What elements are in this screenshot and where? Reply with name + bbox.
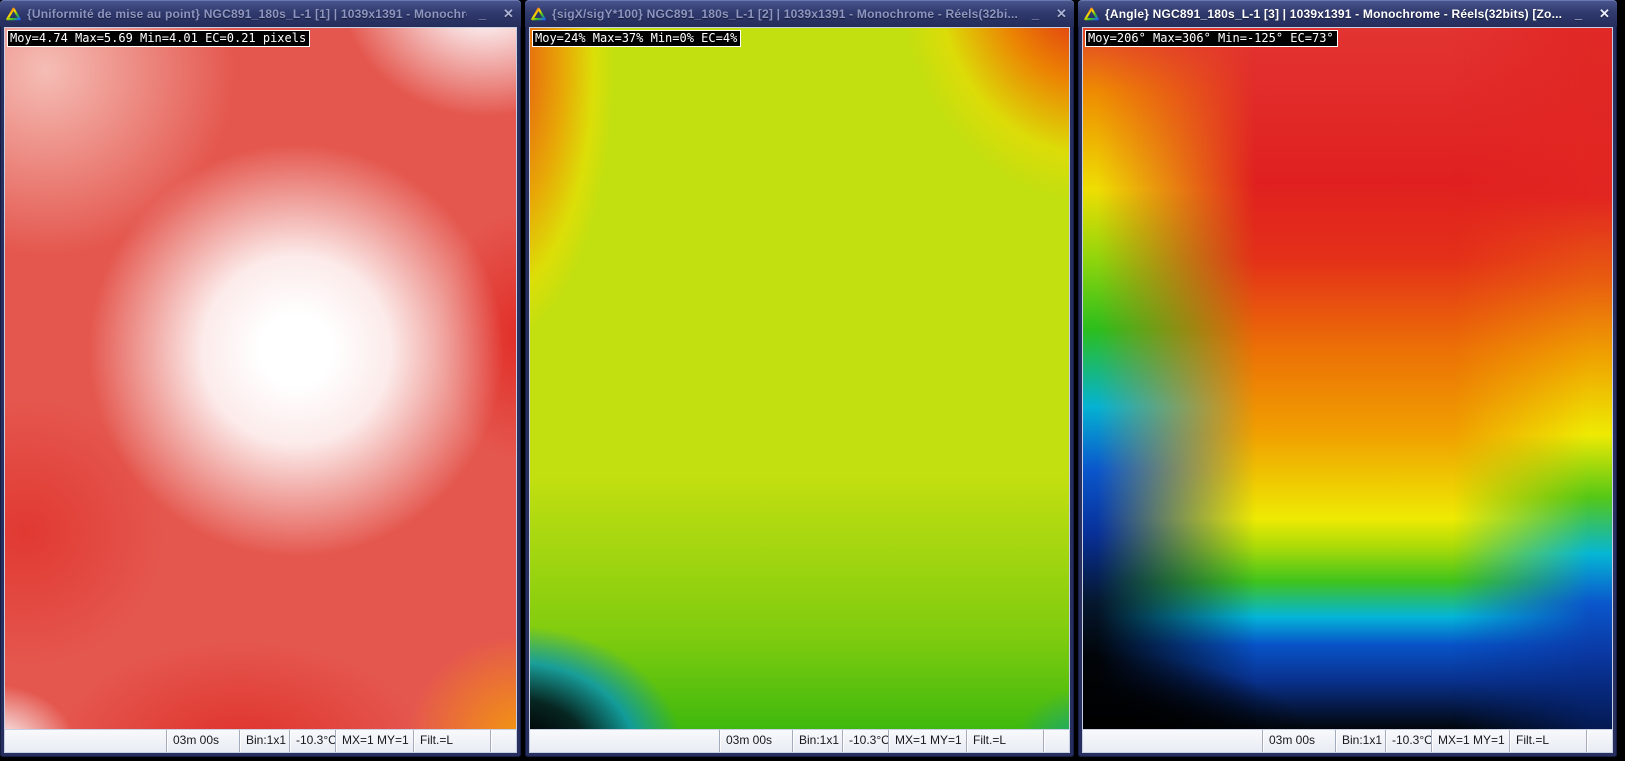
status-temperature: -10.3°C xyxy=(1385,730,1431,752)
status-exposure: 03m 00s xyxy=(166,730,239,752)
gradient-layer-left xyxy=(1083,28,1263,729)
image-window-2: {sigX/sigY*100} NGC891_180s_L-1 [2] | 10… xyxy=(525,0,1074,757)
minimize-button[interactable]: _ xyxy=(1574,5,1583,21)
stats-overlay: Moy=206° Max=306° Min=-125° EC=73° xyxy=(1085,30,1338,47)
image-window-1: {Uniformité de mise au point} NGC891_180… xyxy=(0,0,521,757)
window-content-frame: Moy=24% Max=37% Min=0% EC=4% 03m 00s Bin… xyxy=(529,27,1070,753)
status-end-spacer xyxy=(490,730,516,752)
status-binning: Bin:1x1 xyxy=(792,730,842,752)
status-exposure: 03m 00s xyxy=(719,730,792,752)
window-title: {Angle} NGC891_180s_L-1 [3] | 1039x1391 … xyxy=(1105,6,1563,21)
stats-overlay: Moy=4.74 Max=5.69 Min=4.01 EC=0.21 pixel… xyxy=(7,30,311,47)
minimize-button[interactable]: _ xyxy=(478,5,487,21)
status-spacer xyxy=(530,730,719,752)
status-mosaic: MX=1 MY=1 xyxy=(1431,730,1509,752)
status-binning: Bin:1x1 xyxy=(1335,730,1385,752)
close-button[interactable]: ✕ xyxy=(503,5,514,21)
status-end-spacer xyxy=(1043,730,1069,752)
close-button[interactable]: ✕ xyxy=(1056,5,1067,21)
window-content-frame: Moy=206° Max=306° Min=-125° EC=73° 03m 0… xyxy=(1082,27,1613,753)
status-mosaic: MX=1 MY=1 xyxy=(888,730,966,752)
status-filter: Filt.=L xyxy=(1509,730,1586,752)
status-bar: 03m 00s Bin:1x1 -10.3°C MX=1 MY=1 Filt.=… xyxy=(530,730,1069,752)
status-mosaic: MX=1 MY=1 xyxy=(335,730,413,752)
window-content-frame: Moy=4.74 Max=5.69 Min=4.01 EC=0.21 pixel… xyxy=(4,27,517,753)
status-spacer xyxy=(1083,730,1262,752)
status-bar: 03m 00s Bin:1x1 -10.3°C MX=1 MY=1 Filt.=… xyxy=(1083,730,1612,752)
title-bar[interactable]: {Angle} NGC891_180s_L-1 [3] | 1039x1391 … xyxy=(1078,0,1617,27)
status-filter: Filt.=L xyxy=(413,730,490,752)
image-window-3: {Angle} NGC891_180s_L-1 [3] | 1039x1391 … xyxy=(1078,0,1617,757)
close-button[interactable]: ✕ xyxy=(1599,5,1610,21)
window-title: {Uniformité de mise au point} NGC891_180… xyxy=(27,6,467,21)
image-canvas[interactable]: Moy=206° Max=306° Min=-125° EC=73° xyxy=(1083,28,1612,729)
status-exposure: 03m 00s xyxy=(1262,730,1335,752)
image-canvas[interactable]: Moy=4.74 Max=5.69 Min=4.01 EC=0.21 pixel… xyxy=(5,28,516,729)
title-bar[interactable]: {sigX/sigY*100} NGC891_180s_L-1 [2] | 10… xyxy=(525,0,1074,27)
status-temperature: -10.3°C xyxy=(842,730,888,752)
title-bar[interactable]: {Uniformité de mise au point} NGC891_180… xyxy=(0,0,521,27)
image-canvas[interactable]: Moy=24% Max=37% Min=0% EC=4% xyxy=(530,28,1069,729)
status-binning: Bin:1x1 xyxy=(239,730,289,752)
status-bar: 03m 00s Bin:1x1 -10.3°C MX=1 MY=1 Filt.=… xyxy=(5,730,516,752)
prism-icon xyxy=(1083,6,1100,22)
status-spacer xyxy=(5,730,166,752)
prism-icon xyxy=(5,6,22,22)
window-title: {sigX/sigY*100} NGC891_180s_L-1 [2] | 10… xyxy=(552,6,1019,21)
minimize-button[interactable]: _ xyxy=(1031,5,1040,21)
gradient-layer-right xyxy=(1453,28,1612,729)
status-temperature: -10.3°C xyxy=(289,730,335,752)
prism-icon xyxy=(530,6,547,22)
status-end-spacer xyxy=(1586,730,1612,752)
stats-overlay: Moy=24% Max=37% Min=0% EC=4% xyxy=(532,30,742,47)
status-filter: Filt.=L xyxy=(966,730,1043,752)
